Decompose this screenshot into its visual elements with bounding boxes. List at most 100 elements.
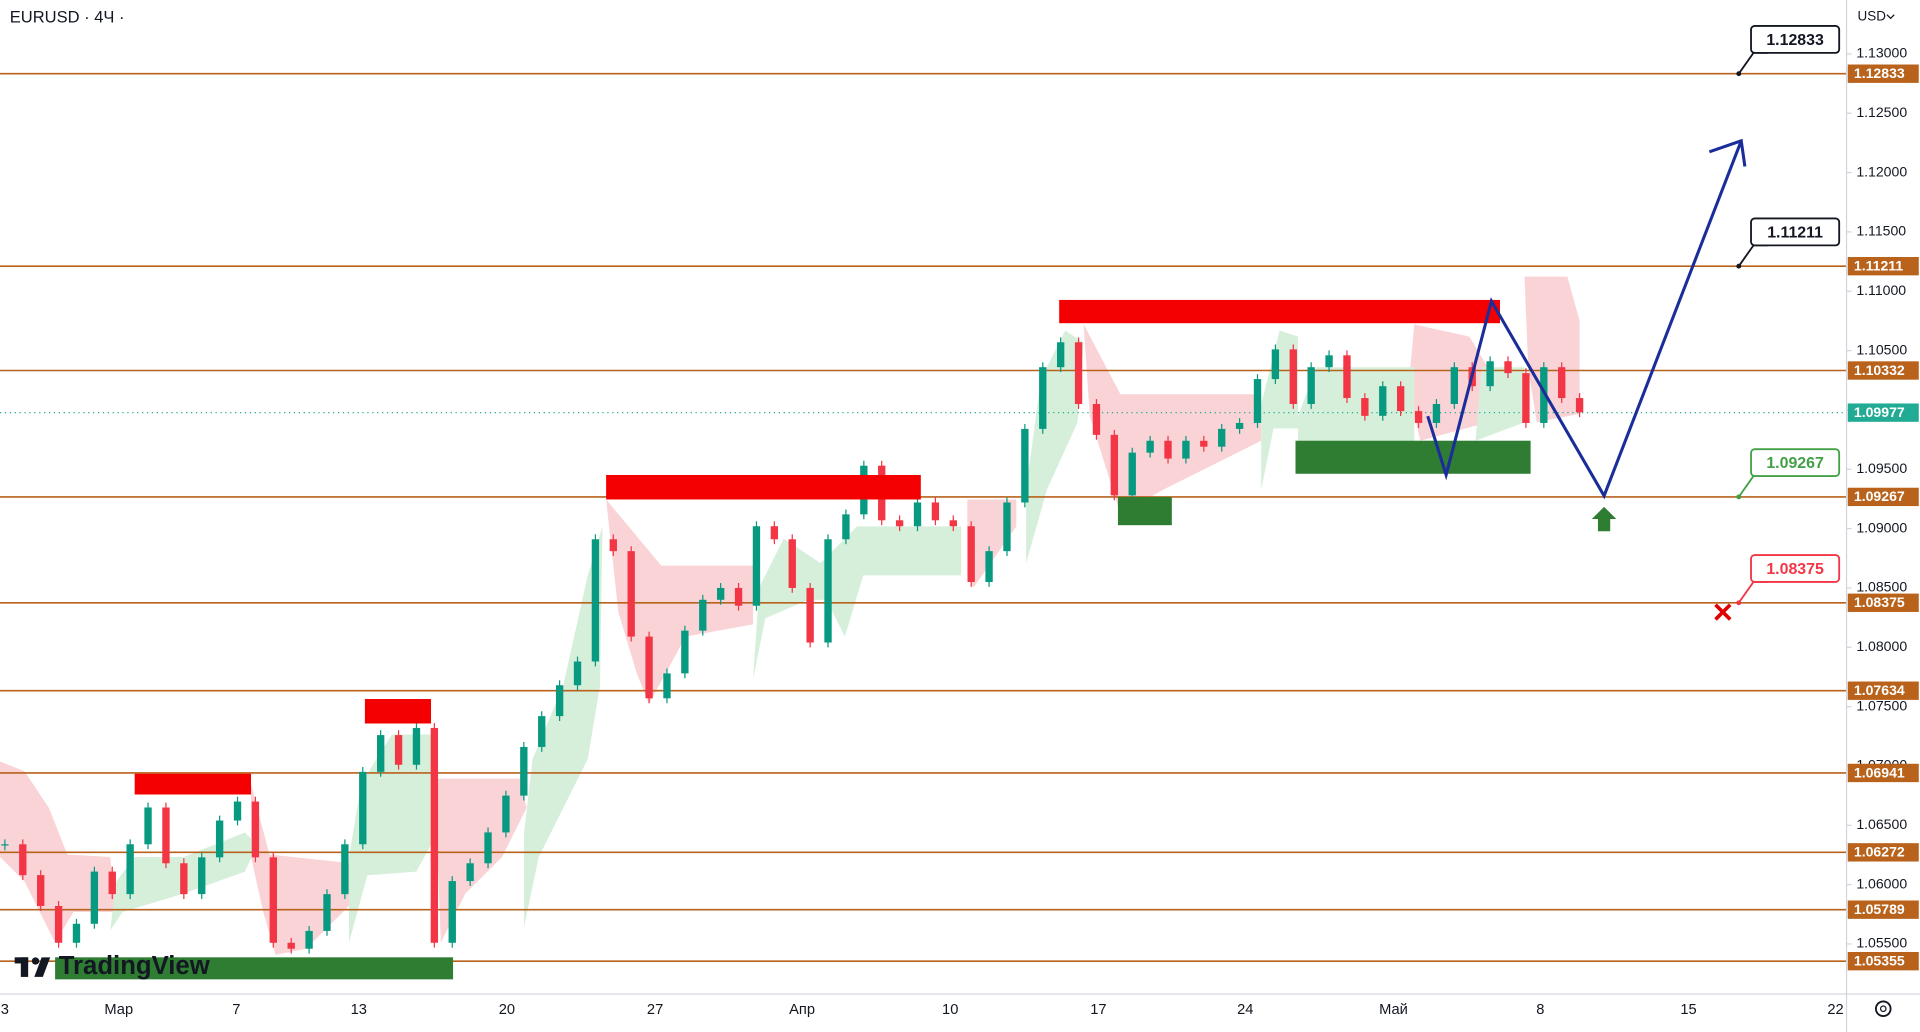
candle-body [377, 735, 385, 772]
y-tick-label: 1.13000 [1856, 45, 1907, 61]
candle-body [1056, 342, 1065, 368]
callout-anchor [1736, 263, 1742, 269]
bear-zone [1524, 276, 1580, 423]
currency[interactable]: USD [1858, 9, 1887, 24]
candle-body [824, 539, 832, 643]
level-label: 1.05789 [1854, 901, 1905, 917]
candle-body [502, 795, 510, 833]
x-tick-label: Мар [104, 1002, 133, 1018]
candle-body [287, 942, 295, 949]
candle-body [1253, 379, 1262, 423]
level-label: 1.12833 [1854, 65, 1905, 81]
callout-label: 1.11211 [1767, 224, 1823, 241]
bear-zone [251, 783, 349, 955]
candle-body [1558, 367, 1566, 399]
x-tick-label: Май [1379, 1002, 1408, 1018]
bull-zone [753, 526, 962, 680]
candle-body [1289, 349, 1297, 404]
buy-arrow [1591, 506, 1617, 532]
candle-body [591, 539, 600, 662]
candle-body [681, 630, 689, 674]
logo-part [20, 957, 29, 977]
candle-body [895, 520, 904, 527]
x-tick-label: 10 [942, 1002, 958, 1018]
y-tick-label: 1.11500 [1856, 223, 1906, 239]
candle-body [198, 857, 206, 895]
trend-shading [0, 276, 1580, 955]
level-label: 1.07634 [1854, 682, 1905, 698]
candle-body [1128, 452, 1136, 496]
levels [0, 72, 1847, 962]
callout-anchor [1736, 600, 1742, 606]
level-label: 1.11211 [1854, 258, 1903, 274]
level-label-bg [1847, 951, 1919, 971]
settings-button[interactable] [1875, 1000, 1892, 1018]
callout-pointer [1738, 244, 1769, 267]
level-label-bg [1847, 64, 1919, 83]
candle-body [1396, 386, 1405, 412]
y-tick-label: 1.06500 [1856, 816, 1907, 832]
candle-body [1092, 403, 1101, 435]
candle-body [1110, 434, 1119, 496]
callout-label: 1.12833 [1766, 32, 1824, 49]
candle-body [1575, 398, 1584, 413]
level-label-bg [1847, 487, 1919, 507]
currency-caret[interactable] [1886, 14, 1895, 20]
callout-box [1750, 217, 1841, 247]
candle-body [1146, 440, 1154, 453]
candle-body [913, 502, 922, 527]
candle-body [233, 801, 242, 821]
candle-body [323, 894, 331, 931]
candle-body [448, 881, 456, 943]
candle-body [1003, 502, 1011, 552]
bull-zone [1475, 367, 1525, 441]
candle-body [1074, 342, 1083, 404]
candle-body [967, 526, 975, 582]
candle-body [180, 863, 188, 895]
candle-body [627, 551, 635, 637]
bull-zone [524, 526, 603, 927]
last-price-label: 1.09977 [1854, 404, 1905, 420]
candle-body [1540, 367, 1548, 423]
y-tick-label: 1.09500 [1856, 460, 1907, 476]
level-label-bg [1847, 900, 1919, 919]
stop-mark [1714, 603, 1732, 621]
candle-body [538, 716, 546, 747]
candle-body [555, 685, 564, 717]
candle-body [1307, 367, 1315, 404]
bear-zone [434, 778, 527, 943]
y-tick-label: 1.07500 [1856, 697, 1907, 713]
candle-body [215, 820, 224, 858]
candle-body [108, 871, 116, 895]
callout-pointer [1738, 51, 1769, 75]
level-label-bg [1847, 361, 1919, 380]
y-tick-label: 1.08000 [1856, 638, 1907, 654]
candle-body [394, 735, 403, 765]
candle-body [484, 832, 492, 864]
candle-body [412, 727, 421, 765]
candle-body [931, 502, 940, 521]
level-label-bg [1847, 257, 1919, 276]
logo-part [34, 957, 51, 977]
x-tick-label: 3 [1, 1002, 9, 1018]
candle-body [1504, 361, 1512, 374]
y-tick-label: 1.10500 [1856, 341, 1907, 357]
candle-body [341, 844, 349, 895]
x-tick-label: 7 [232, 1002, 240, 1018]
level-label-bg [1847, 763, 1919, 783]
x-tick-label: 8 [1536, 1002, 1544, 1018]
gear-hub[interactable] [1879, 1005, 1887, 1013]
candle-body [1450, 367, 1459, 404]
level-label-bg [1847, 593, 1919, 612]
candle-body [770, 526, 779, 540]
projection-path [1426, 140, 1743, 500]
candle-body [1218, 428, 1226, 447]
level-label: 1.06272 [1854, 844, 1905, 860]
gear-icon[interactable] [1875, 1000, 1892, 1018]
candle-body [734, 587, 743, 606]
level-label: 1.05355 [1854, 953, 1905, 969]
chart-title: EURUSD · 4Ч · [10, 8, 125, 27]
